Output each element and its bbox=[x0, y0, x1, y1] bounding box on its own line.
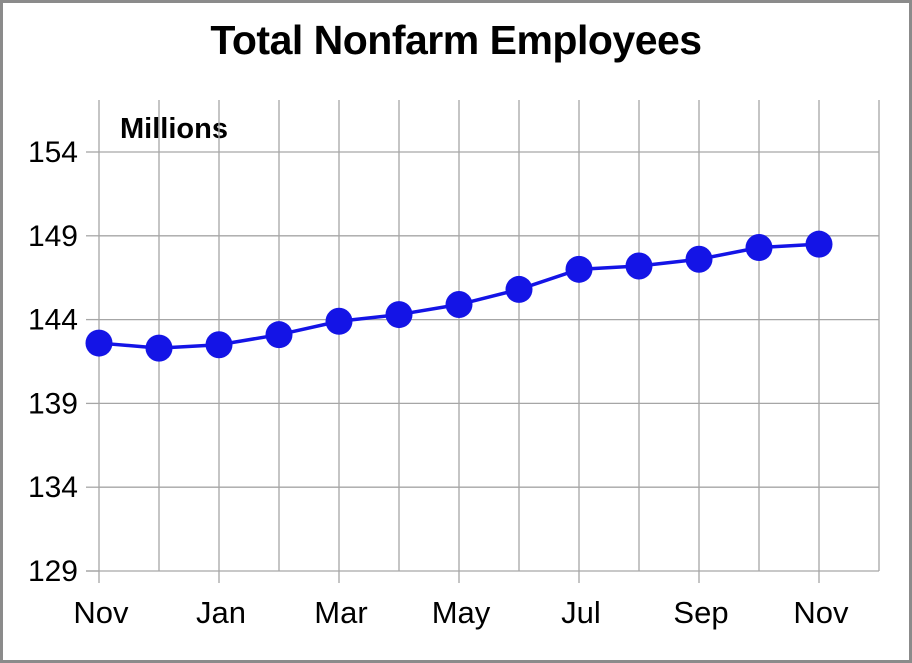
data-point bbox=[745, 234, 773, 262]
data-point bbox=[805, 230, 833, 258]
y-axis-label: 129 bbox=[28, 555, 78, 588]
chart-title: Total Nonfarm Employees bbox=[210, 17, 702, 63]
data-point bbox=[385, 301, 413, 329]
x-axis-label: May bbox=[432, 595, 491, 630]
x-axis-label: Jul bbox=[561, 595, 601, 630]
x-axis-label: Jan bbox=[196, 595, 246, 630]
data-point bbox=[565, 255, 593, 283]
y-axis-label: 144 bbox=[28, 304, 78, 337]
y-axis-label: 139 bbox=[28, 387, 78, 420]
y-axis-label: 154 bbox=[28, 136, 78, 169]
x-axis-label: Mar bbox=[314, 595, 367, 630]
data-point bbox=[145, 334, 173, 362]
axis-unit-label: Millions bbox=[120, 113, 228, 145]
y-axis-label: 134 bbox=[28, 471, 78, 504]
data-point bbox=[205, 331, 233, 359]
data-point bbox=[325, 307, 353, 335]
data-point bbox=[85, 329, 113, 357]
data-point bbox=[505, 275, 533, 303]
x-axis-label: Nov bbox=[793, 595, 849, 630]
data-point bbox=[265, 321, 293, 349]
y-axis-label: 149 bbox=[28, 220, 78, 253]
data-point bbox=[445, 291, 473, 319]
plot-area: 154 149 144 139 134 129 Nov Jan Mar May Jul Sep Nov bbox=[28, 100, 880, 630]
x-axis-label: Sep bbox=[673, 595, 728, 630]
x-axis-label: Nov bbox=[73, 595, 129, 630]
data-point bbox=[625, 252, 653, 280]
data-point bbox=[685, 245, 713, 273]
